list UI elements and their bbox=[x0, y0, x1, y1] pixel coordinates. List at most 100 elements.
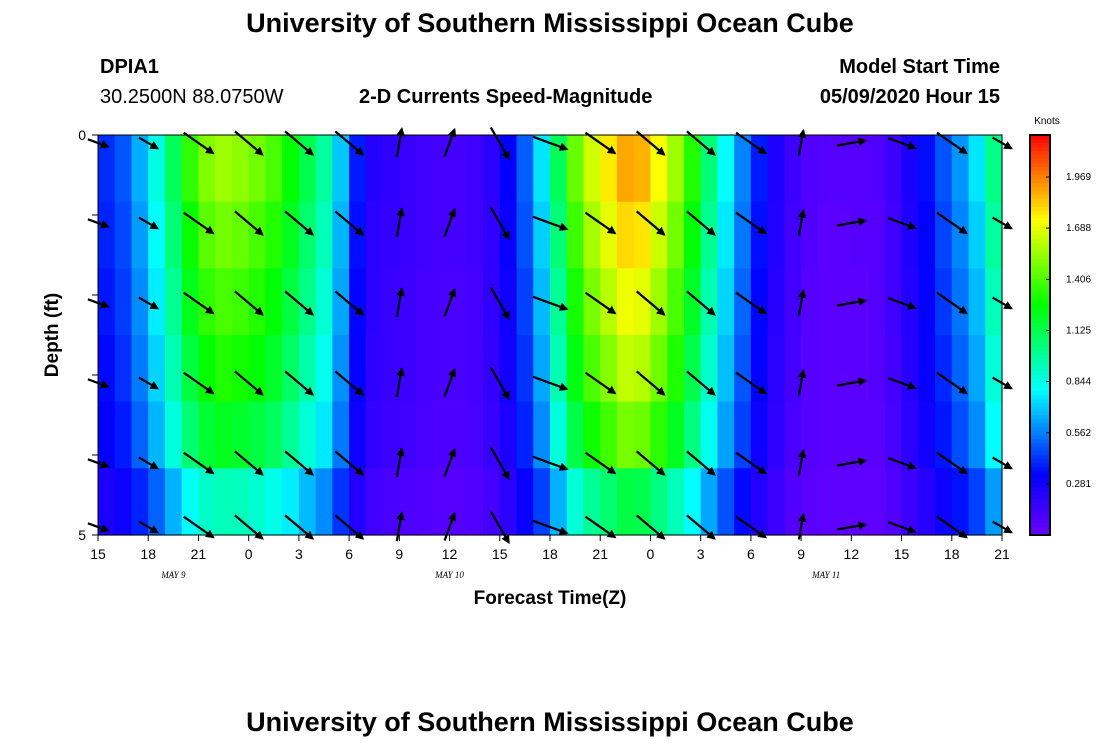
heatmap-cell bbox=[416, 335, 434, 403]
heatmap-cell bbox=[164, 135, 183, 203]
heatmap-cell bbox=[114, 401, 133, 469]
colorbar-segment bbox=[1030, 423, 1050, 428]
heatmap-cell bbox=[868, 401, 886, 469]
current-arrow bbox=[735, 291, 768, 315]
current-arrow bbox=[234, 210, 264, 236]
heatmap-cell bbox=[148, 135, 166, 203]
heatmap-cell bbox=[884, 401, 903, 469]
heatmap-cell bbox=[583, 335, 601, 403]
heatmap-cell bbox=[583, 401, 601, 469]
heatmap-cell bbox=[566, 468, 585, 536]
heatmap-cell bbox=[231, 201, 250, 269]
current-arrow bbox=[532, 295, 569, 311]
current-arrow bbox=[234, 290, 264, 316]
heatmap-cell bbox=[834, 268, 852, 336]
colorbar-segment bbox=[1030, 519, 1050, 524]
date-label: MAY 9 bbox=[160, 570, 186, 580]
current-arrow bbox=[837, 217, 868, 227]
heatmap-cell bbox=[633, 468, 652, 536]
colorbar-segment bbox=[1030, 211, 1050, 216]
heatmap-cell bbox=[198, 468, 216, 536]
colorbar-segment bbox=[1030, 283, 1050, 288]
current-arrow bbox=[936, 211, 968, 235]
heatmap-cell bbox=[750, 401, 769, 469]
heatmap-cell bbox=[432, 268, 451, 336]
heatmap-cell bbox=[566, 268, 585, 336]
heatmap-cell bbox=[868, 135, 886, 203]
colorbar-segment bbox=[1030, 299, 1050, 304]
heatmap-cell bbox=[416, 468, 434, 536]
date-label: MAY 11 bbox=[811, 570, 840, 580]
heatmap-cell bbox=[851, 401, 869, 469]
heatmap-cell bbox=[315, 468, 333, 536]
current-arrow bbox=[797, 368, 807, 396]
current-arrow bbox=[635, 210, 666, 236]
x-tick-label: 9 bbox=[797, 546, 805, 562]
heatmap-cell bbox=[365, 201, 384, 269]
y-tick-label: 0 bbox=[78, 127, 86, 143]
current-arrow bbox=[936, 131, 968, 155]
current-arrow bbox=[686, 290, 716, 316]
heatmap-cell bbox=[332, 468, 350, 536]
heatmap-cell bbox=[918, 135, 936, 203]
heatmap-cell bbox=[131, 468, 149, 536]
heatmap-cell bbox=[466, 135, 484, 203]
heatmap-cell bbox=[349, 468, 367, 536]
heatmap-cell bbox=[399, 135, 417, 203]
x-tick-label: 18 bbox=[542, 546, 558, 562]
heatmap-cell bbox=[550, 468, 568, 536]
colorbar-segment bbox=[1030, 143, 1050, 148]
colorbar-segment bbox=[1030, 451, 1050, 456]
heatmap-cell bbox=[951, 401, 970, 469]
heatmap-cell bbox=[215, 201, 233, 269]
heatmap-cell bbox=[164, 335, 183, 403]
current-arrow bbox=[138, 456, 160, 470]
colorbar-segment bbox=[1030, 247, 1050, 252]
colorbar-segment bbox=[1030, 151, 1050, 156]
heatmap-cell bbox=[801, 268, 819, 336]
heatmap-cell bbox=[985, 268, 1003, 336]
current-arrow bbox=[635, 290, 666, 316]
heatmap-cell bbox=[717, 468, 735, 536]
heatmap-cell bbox=[550, 201, 568, 269]
heatmap-cell bbox=[114, 268, 133, 336]
colorbar-unit: Knots bbox=[1034, 116, 1060, 127]
heatmap-cell bbox=[801, 135, 819, 203]
heatmap-cell bbox=[198, 401, 216, 469]
heatmap-cell bbox=[734, 268, 752, 336]
current-arrow bbox=[138, 376, 160, 390]
heatmap-cell bbox=[566, 135, 585, 203]
heatmap-cell bbox=[215, 335, 233, 403]
heatmap-cell bbox=[382, 401, 400, 469]
heatmap-cell bbox=[449, 335, 467, 403]
current-arrow bbox=[936, 291, 968, 315]
heatmap-cell bbox=[700, 468, 719, 536]
heatmap-cell bbox=[315, 335, 333, 403]
current-arrow bbox=[887, 377, 917, 390]
current-arrow bbox=[584, 515, 617, 539]
current-arrow bbox=[489, 286, 510, 321]
current-arrow bbox=[887, 217, 917, 230]
current-arrow bbox=[887, 521, 917, 534]
current-arrow bbox=[395, 367, 405, 398]
heatmap-cell bbox=[332, 201, 350, 269]
heatmap-cell bbox=[868, 468, 886, 536]
current-arrow bbox=[837, 521, 868, 531]
heatmap-cell bbox=[918, 335, 936, 403]
heatmap-cell bbox=[935, 135, 953, 203]
heatmap-cell bbox=[516, 335, 534, 403]
colorbar-segment bbox=[1030, 439, 1050, 444]
colorbar-segment bbox=[1030, 191, 1050, 196]
heatmap-cell bbox=[968, 401, 986, 469]
colorbar-segment bbox=[1030, 447, 1050, 452]
colorbar-segment bbox=[1030, 515, 1050, 520]
heatmap-cell bbox=[616, 201, 635, 269]
colorbar: 1.969 1.688 1.406 1.125 0.844 0.562 0.281 bbox=[1029, 134, 1091, 536]
heatmap-cell bbox=[516, 468, 534, 536]
current-arrow bbox=[735, 515, 768, 539]
heatmap-cell bbox=[884, 135, 903, 203]
heatmap-cell bbox=[148, 401, 166, 469]
heatmap-cell bbox=[265, 468, 283, 536]
heatmap-cell bbox=[315, 201, 333, 269]
heatmap-cell bbox=[499, 268, 518, 336]
